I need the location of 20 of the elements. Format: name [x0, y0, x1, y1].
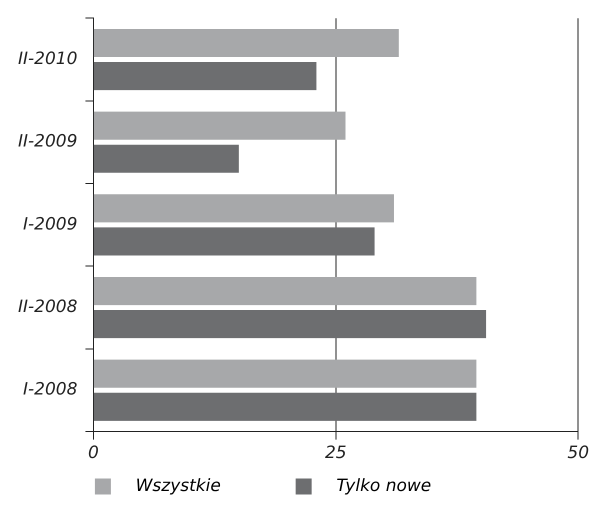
legend-label: Tylko nowe: [320, 476, 496, 496]
y-tick-label: I-2009: [23, 214, 78, 234]
bar: [94, 62, 316, 90]
y-tick-label: I-2008: [23, 380, 78, 400]
bar: [94, 112, 346, 140]
bar: [94, 276, 476, 306]
bar: [94, 310, 486, 338]
bar: [94, 194, 394, 222]
legend-label: Wszystkie: [119, 476, 286, 496]
y-tick-label: II-2008: [18, 297, 78, 317]
x-tick-label: 25: [324, 443, 347, 464]
y-tick-label: II-2010: [18, 48, 78, 69]
x-tick-label: 50: [567, 443, 590, 464]
y-tick-label: II-2009: [18, 132, 78, 152]
bar: [94, 144, 239, 173]
bar: [94, 392, 476, 421]
bar: [94, 28, 399, 58]
bar: [94, 360, 476, 388]
x-tick-label: 0: [88, 443, 99, 464]
bar: [94, 227, 375, 256]
